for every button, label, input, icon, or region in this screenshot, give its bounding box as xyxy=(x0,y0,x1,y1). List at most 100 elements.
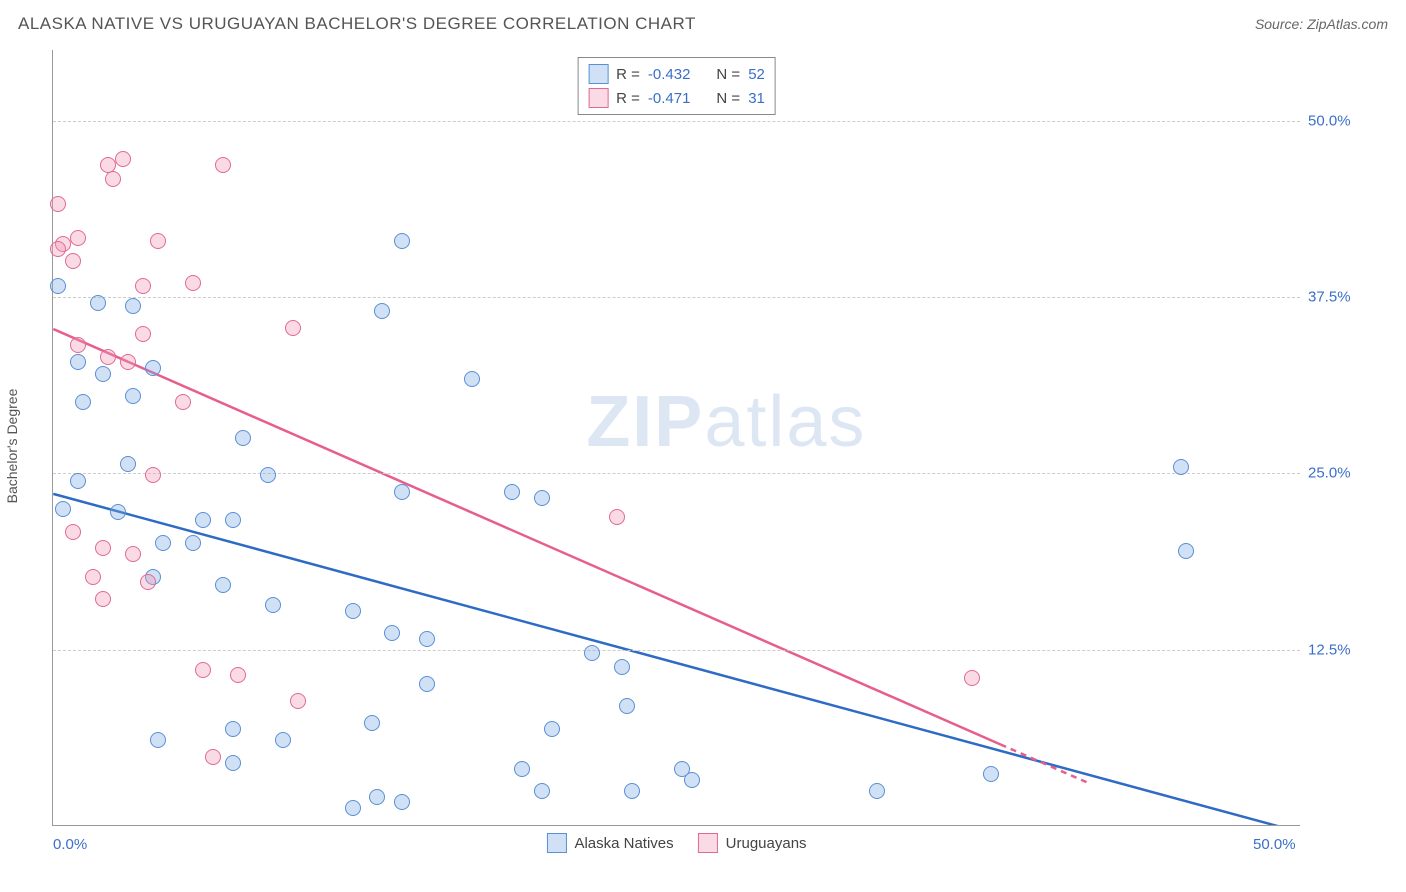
scatter-point xyxy=(964,670,980,686)
scatter-point xyxy=(95,591,111,607)
legend-swatch-1 xyxy=(546,833,566,853)
scatter-point xyxy=(135,278,151,294)
scatter-point xyxy=(155,535,171,551)
scatter-point xyxy=(534,490,550,506)
scatter-point xyxy=(90,295,106,311)
scatter-point xyxy=(684,772,700,788)
scatter-point xyxy=(345,800,361,816)
scatter-point xyxy=(135,326,151,342)
gridline xyxy=(53,121,1300,122)
scatter-point xyxy=(619,698,635,714)
scatter-point xyxy=(394,233,410,249)
series-swatch-2 xyxy=(588,88,608,108)
scatter-point xyxy=(55,501,71,517)
gridline xyxy=(53,650,1300,651)
source-name: ZipAtlas.com xyxy=(1307,16,1388,32)
correlation-row-1: R = -0.432 N = 52 xyxy=(588,62,765,86)
n-label-2: N = xyxy=(716,90,740,107)
n-value-2: 31 xyxy=(748,90,765,107)
scatter-point xyxy=(150,732,166,748)
scatter-point xyxy=(394,794,410,810)
scatter-point xyxy=(419,676,435,692)
scatter-point xyxy=(70,337,86,353)
scatter-point xyxy=(265,597,281,613)
scatter-point xyxy=(195,662,211,678)
scatter-point xyxy=(65,524,81,540)
scatter-point xyxy=(235,430,251,446)
scatter-point xyxy=(125,298,141,314)
scatter-point xyxy=(464,371,480,387)
scatter-point xyxy=(230,667,246,683)
watermark: ZIPatlas xyxy=(586,381,866,463)
scatter-point xyxy=(150,233,166,249)
legend-swatch-2 xyxy=(698,833,718,853)
source-prefix: Source: xyxy=(1255,16,1307,32)
scatter-point xyxy=(584,645,600,661)
scatter-point xyxy=(290,693,306,709)
gridline xyxy=(53,297,1300,298)
scatter-point xyxy=(514,761,530,777)
scatter-point xyxy=(50,278,66,294)
scatter-point xyxy=(70,473,86,489)
scatter-point xyxy=(869,783,885,799)
correlation-row-2: R = -0.471 N = 31 xyxy=(588,86,765,110)
scatter-point xyxy=(260,467,276,483)
scatter-point xyxy=(205,749,221,765)
legend-item-1: Alaska Natives xyxy=(546,833,673,853)
scatter-point xyxy=(225,755,241,771)
scatter-point xyxy=(544,721,560,737)
scatter-point xyxy=(70,354,86,370)
scatter-point xyxy=(75,394,91,410)
chart-plot-area: ZIPatlas R = -0.432 N = 52 R = -0.471 N … xyxy=(52,50,1300,826)
watermark-atlas: atlas xyxy=(704,382,866,462)
r-value-2: -0.471 xyxy=(648,90,691,107)
scatter-point xyxy=(215,577,231,593)
scatter-point xyxy=(125,388,141,404)
r-label-2: R = xyxy=(616,90,640,107)
scatter-point xyxy=(983,766,999,782)
scatter-point xyxy=(369,789,385,805)
scatter-point xyxy=(624,783,640,799)
scatter-point xyxy=(614,659,630,675)
watermark-zip: ZIP xyxy=(586,382,704,462)
legend-item-2: Uruguayans xyxy=(698,833,807,853)
scatter-point xyxy=(70,230,86,246)
y-tick-label: 25.0% xyxy=(1308,465,1388,482)
scatter-point xyxy=(145,467,161,483)
scatter-point xyxy=(115,151,131,167)
scatter-point xyxy=(384,625,400,641)
correlation-legend: R = -0.432 N = 52 R = -0.471 N = 31 xyxy=(577,57,776,115)
x-tick-label: 0.0% xyxy=(53,836,87,853)
scatter-point xyxy=(185,535,201,551)
source-attribution: Source: ZipAtlas.com xyxy=(1255,16,1388,32)
legend-label-2: Uruguayans xyxy=(726,835,807,852)
chart-title: ALASKA NATIVE VS URUGUAYAN BACHELOR'S DE… xyxy=(18,14,696,34)
gridline xyxy=(53,473,1300,474)
series-swatch-1 xyxy=(588,64,608,84)
y-axis-label: Bachelor's Degree xyxy=(4,389,20,504)
scatter-point xyxy=(125,546,141,562)
x-tick-label: 50.0% xyxy=(1253,836,1296,853)
scatter-point xyxy=(185,275,201,291)
scatter-point xyxy=(50,196,66,212)
scatter-point xyxy=(345,603,361,619)
r-label-1: R = xyxy=(616,66,640,83)
scatter-point xyxy=(195,512,211,528)
scatter-point xyxy=(609,509,625,525)
scatter-point xyxy=(419,631,435,647)
scatter-point xyxy=(1173,459,1189,475)
scatter-point xyxy=(65,253,81,269)
scatter-point xyxy=(140,574,156,590)
r-value-1: -0.432 xyxy=(648,66,691,83)
scatter-point xyxy=(145,360,161,376)
y-tick-label: 50.0% xyxy=(1308,112,1388,129)
scatter-point xyxy=(285,320,301,336)
n-label-1: N = xyxy=(716,66,740,83)
scatter-point xyxy=(364,715,380,731)
scatter-point xyxy=(1178,543,1194,559)
scatter-point xyxy=(275,732,291,748)
scatter-point xyxy=(394,484,410,500)
scatter-point xyxy=(100,349,116,365)
scatter-point xyxy=(110,504,126,520)
series-legend: Alaska Natives Uruguayans xyxy=(546,833,806,853)
